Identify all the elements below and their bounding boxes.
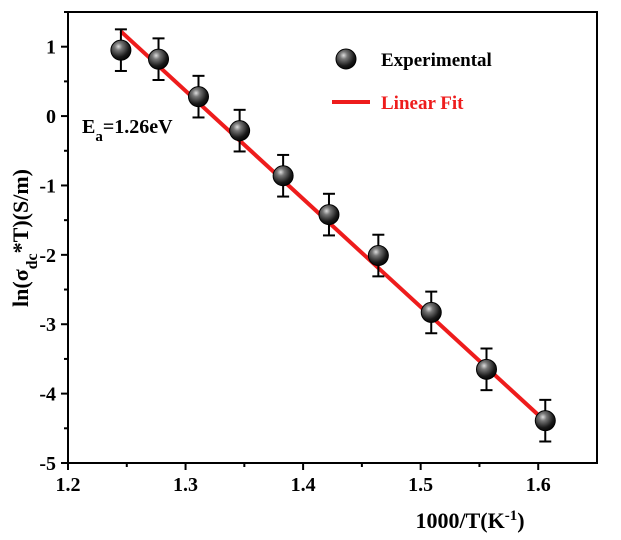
x-tick-label: 1.4 <box>291 474 316 496</box>
data-point <box>110 39 132 61</box>
y-tick-label: 0 <box>46 106 56 128</box>
legend-experimental-marker <box>335 48 357 70</box>
data-point <box>187 86 209 108</box>
plot-frame <box>67 11 598 464</box>
y-axis-title: ln(σdc*T)(S/m) <box>8 169 41 307</box>
y-tick-label: 1 <box>46 37 56 59</box>
points-layer <box>110 28 556 443</box>
x-tick-label: 1.5 <box>408 474 433 496</box>
data-point <box>367 245 389 267</box>
y-tick-label: -5 <box>39 453 56 475</box>
y-axis: -5 -4 -3 -2 -1 0 1 <box>39 11 68 475</box>
x-tick-label: 1.6 <box>526 474 551 496</box>
data-point <box>318 204 340 226</box>
y-tick-label: -4 <box>39 384 56 406</box>
data-point <box>420 301 442 323</box>
data-point <box>272 165 294 187</box>
x-tick-label: 1.3 <box>173 474 198 496</box>
data-point <box>148 48 170 70</box>
legend-fit-label: Linear Fit <box>381 93 464 114</box>
data-point <box>229 120 251 142</box>
y-tick-label: -3 <box>39 314 56 336</box>
data-point <box>475 358 497 380</box>
x-tick-label: 1.2 <box>56 474 81 496</box>
x-axis-title: 1000/T(K-1) <box>415 508 524 533</box>
y-tick-label: -2 <box>39 245 56 267</box>
plot-border <box>67 11 598 464</box>
y-tick-label: -1 <box>39 175 56 197</box>
data-point <box>534 410 556 432</box>
legend: Experimental Linear Fit <box>332 48 492 114</box>
x-axis: 1.2 1.3 1.4 1.5 1.6 <box>56 463 551 496</box>
activation-energy-annotation: Ea=1.26eV <box>82 116 173 145</box>
legend-experimental-label: Experimental <box>381 50 492 71</box>
